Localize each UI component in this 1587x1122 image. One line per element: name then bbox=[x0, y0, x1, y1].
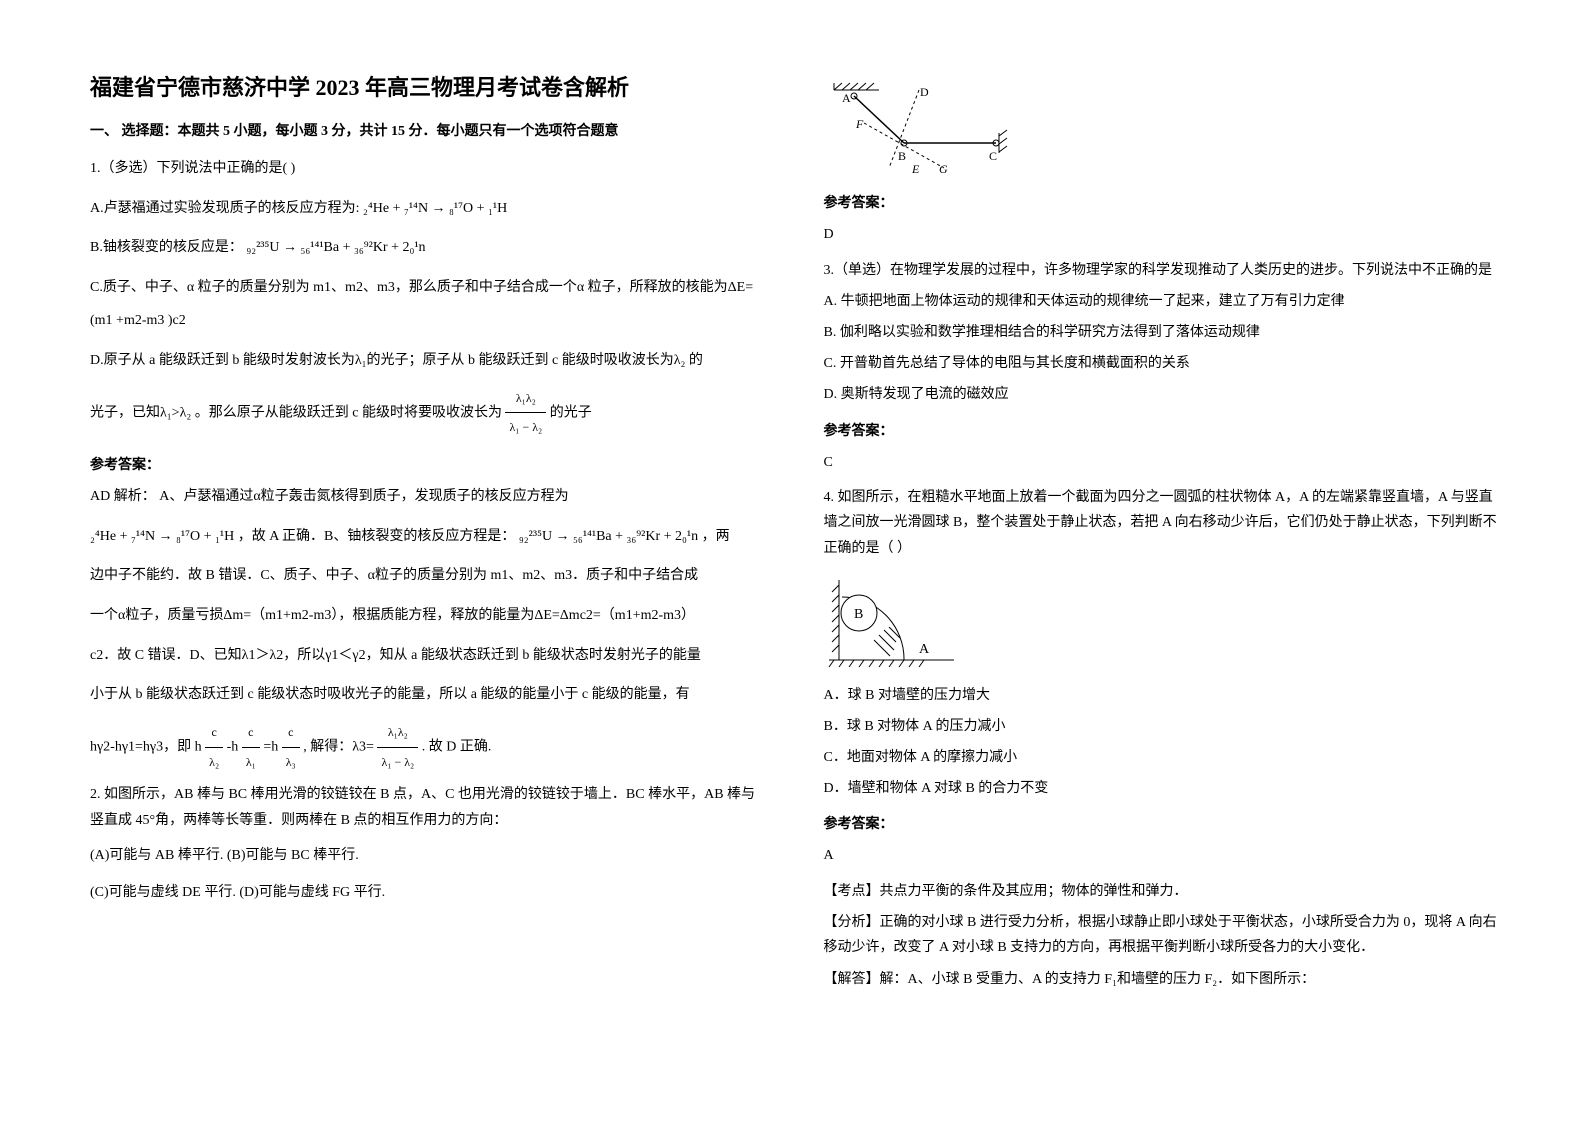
q3-answer-label: 参考答案： bbox=[824, 420, 1498, 440]
q1-optD-text3: 的光子 bbox=[550, 405, 592, 420]
label-A4: A bbox=[919, 642, 930, 657]
q4-optB: B．球 B 对物体 A 的压力减小 bbox=[824, 714, 1498, 739]
q3-answer: C bbox=[824, 446, 1498, 480]
q2-diagram: A B C D E F G bbox=[824, 78, 1024, 178]
left-column: 福建省宁德市慈济中学 2023 年高三物理月考试卷含解析 一、 选择题：本题共 … bbox=[90, 70, 794, 1092]
right-column: A B C D E F G 参考答案： D 3.（单选）在物理学发展的过程中，许… bbox=[794, 70, 1498, 1092]
q4-optC: C．地面对物体 A 的摩擦力减小 bbox=[824, 745, 1498, 770]
a7-end: . 故 D 正确. bbox=[422, 739, 492, 754]
q1-optB-formula: ₉₂²³⁵U → ₅₆¹⁴¹Ba + ₃₆⁹²Kr + 2₀¹n bbox=[246, 240, 425, 255]
q4-analysis1: 【考点】共点力平衡的条件及其应用；物体的弹性和弹力． bbox=[824, 879, 1498, 904]
q4-analysis2: 【分析】正确的对小球 B 进行受力分析，根据小球静止即小球处于平衡状态，小球所受… bbox=[824, 910, 1498, 960]
label-D: D bbox=[920, 85, 929, 99]
q1-answer6: 小于从 b 能级状态跃迁到 c 能级状态时吸收光子的能量，所以 a 能级的能量小… bbox=[90, 678, 764, 712]
q2-optAB: (A)可能与 AB 棒平行. (B)可能与 BC 棒平行. bbox=[90, 839, 764, 873]
q1-answer1: AD 解析： A、卢瑟福通过α粒子轰击氮核得到质子，发现质子的核反应方程为 bbox=[90, 480, 764, 514]
q2-answer: D bbox=[824, 218, 1498, 252]
page-title: 福建省宁德市慈济中学 2023 年高三物理月考试卷含解析 bbox=[90, 70, 764, 102]
a7-f3: cλ₃ bbox=[282, 718, 300, 777]
q1-answer7: hγ2-hγ1=hγ3，即 h cλ₂ -h cλ₁ =h cλ₃ , 解得：λ… bbox=[90, 718, 764, 777]
q1-optD-frac: λ₁λ₂ λ₁ − λ₂ bbox=[505, 384, 546, 443]
q1-optB: B.铀核裂变的核反应是： ₉₂²³⁵U → ₅₆¹⁴¹Ba + ₃₆⁹²Kr +… bbox=[90, 231, 764, 265]
q1-a2-text2: ，两 bbox=[702, 529, 730, 544]
a7-m2: =h bbox=[263, 739, 278, 754]
a7-f1: cλ₂ bbox=[205, 718, 223, 777]
q3-optB: B. 伽利略以实验和数学推理相结合的科学研究方法得到了落体运动规律 bbox=[824, 320, 1498, 345]
q4-analysis3: 【解答】解：A、小球 B 受重力、A 的支持力 F₁和墙壁的压力 F₂．如下图所… bbox=[824, 967, 1498, 992]
q1-a2-formula2: ₉₂²³⁵U → ₅₆¹⁴¹Ba + ₃₆⁹²Kr + 2₀¹n bbox=[519, 529, 698, 544]
a7-m3: , 解得：λ3= bbox=[303, 739, 377, 754]
q1-optA: A.卢瑟福通过实验发现质子的核反应方程为: ₂⁴He + ₇¹⁴N → ₈¹⁷O… bbox=[90, 192, 764, 226]
a7-f4: λ₁λ₂λ₁ − λ₂ bbox=[377, 718, 418, 777]
q1-answer3: 边中子不能约．故 B 错误．C、质子、中子、α粒子的质量分别为 m1、m2、m3… bbox=[90, 559, 764, 593]
q1-optD-text2: 光子，已知λ₁>λ₂ 。那么原子从能级跃迁到 c 能级时将要吸收波长为 bbox=[90, 405, 502, 420]
a7-f2: cλ₁ bbox=[242, 718, 260, 777]
label-G: G bbox=[939, 162, 948, 176]
q1-stem: 1.（多选）下列说法中正确的是( ) bbox=[90, 152, 764, 186]
q4-answer-label: 参考答案： bbox=[824, 813, 1498, 833]
label-B4: B bbox=[854, 607, 863, 622]
q3-optA: A. 牛顿把地面上物体运动的规律和天体运动的规律统一了起来，建立了万有引力定律 bbox=[824, 289, 1498, 314]
q3-stem: 3.（单选）在物理学发展的过程中，许多物理学家的科学发现推动了人类历史的进步。下… bbox=[824, 258, 1498, 283]
q1-a2-text: ，故 A 正确．B、铀核裂变的核反应方程是： bbox=[238, 529, 516, 544]
q1-answer-label: 参考答案： bbox=[90, 454, 764, 474]
q1-optB-text: B.铀核裂变的核反应是： bbox=[90, 240, 243, 255]
q2-optCD: (C)可能与虚线 DE 平行. (D)可能与虚线 FG 平行. bbox=[90, 876, 764, 910]
q1-optC: C.质子、中子、α 粒子的质量分别为 m1、m2、m3，那么质子和中子结合成一个… bbox=[90, 271, 764, 338]
q3-optD: D. 奥斯特发现了电流的磁效应 bbox=[824, 382, 1498, 407]
q3-optC: C. 开普勒首先总结了导体的电阻与其长度和横截面积的关系 bbox=[824, 351, 1498, 376]
q1-optD-part1: D.原子从 a 能级跃迁到 b 能级时发射波长为λ₁的光子；原子从 b 能级跃迁… bbox=[90, 344, 764, 378]
label-E: E bbox=[911, 162, 920, 176]
q1-a2-formula: ₂⁴He + ₇¹⁴N → ₈¹⁷O + ₁¹H bbox=[90, 529, 234, 544]
q1-optA-formula: ₂⁴He + ₇¹⁴N → ₈¹⁷O + ₁¹H bbox=[363, 201, 507, 216]
a7-pre: hγ2-hγ1=hγ3，即 h bbox=[90, 739, 202, 754]
q4-optA: A．球 B 对墙壁的压力增大 bbox=[824, 683, 1498, 708]
label-F: F bbox=[855, 117, 864, 131]
label-C: C bbox=[989, 149, 997, 163]
a7-m1: -h bbox=[227, 739, 239, 754]
frac-num: λ₁λ₂ bbox=[505, 384, 546, 414]
label-B: B bbox=[898, 149, 906, 163]
q1-optD-part2: 光子，已知λ₁>λ₂ 。那么原子从能级跃迁到 c 能级时将要吸收波长为 λ₁λ₂… bbox=[90, 384, 764, 443]
q2-stem: 2. 如图所示，AB 棒与 BC 棒用光滑的铰链铰在 B 点，A、C 也用光滑的… bbox=[90, 782, 764, 832]
q1-answer2: ₂⁴He + ₇¹⁴N → ₈¹⁷O + ₁¹H ，故 A 正确．B、铀核裂变的… bbox=[90, 520, 764, 554]
section-heading: 一、 选择题：本题共 5 小题，每小题 3 分，共计 15 分．每小题只有一个选… bbox=[90, 120, 764, 140]
q1-answer5: c2．故 C 错误．D、已知λ1＞λ2，所以γ1＜γ2，知从 a 能级状态跃迁到… bbox=[90, 639, 764, 673]
q1-optA-text: A.卢瑟福通过实验发现质子的核反应方程为: bbox=[90, 201, 360, 216]
q4-stem: 4. 如图所示，在粗糙水平地面上放着一个截面为四分之一圆弧的柱状物体 A，A 的… bbox=[824, 485, 1498, 561]
q2-answer-label: 参考答案： bbox=[824, 192, 1498, 212]
q4-optD: D．墙壁和物体 A 对球 B 的合力不变 bbox=[824, 776, 1498, 801]
frac-den: λ₁ − λ₂ bbox=[505, 413, 546, 442]
q4-answer: A bbox=[824, 839, 1498, 873]
label-A: A bbox=[842, 91, 851, 105]
q4-diagram: A B bbox=[824, 575, 964, 675]
q1-answer4: 一个α粒子，质量亏损Δm=（m1+m2-m3），根据质能方程，释放的能量为ΔE=… bbox=[90, 599, 764, 633]
